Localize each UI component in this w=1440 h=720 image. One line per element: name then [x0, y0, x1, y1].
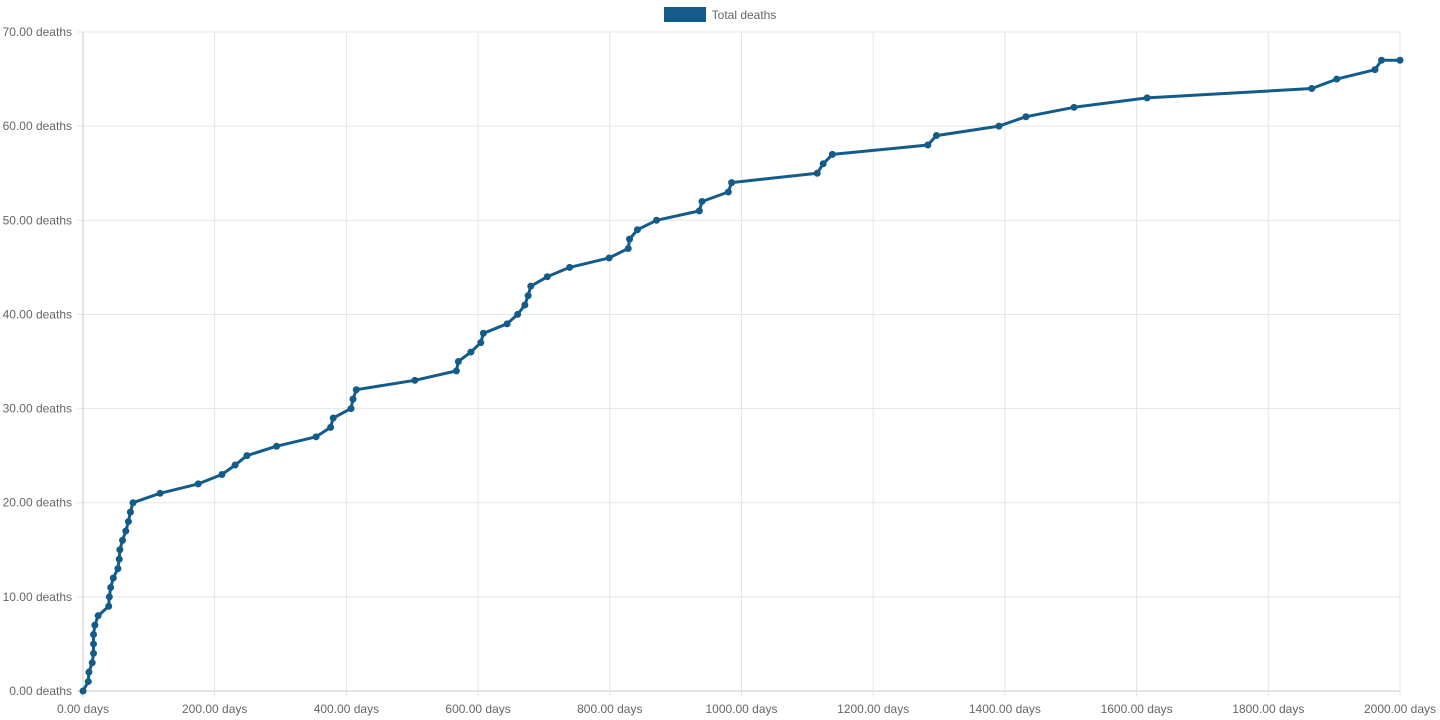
x-tick-label: 1000.00 days	[705, 702, 777, 716]
data-point	[1070, 103, 1078, 111]
data-point	[1333, 75, 1341, 83]
x-tick-label: 0.00 days	[57, 702, 109, 716]
x-tick-label: 200.00 days	[182, 702, 247, 716]
data-point	[1308, 84, 1316, 92]
data-point	[91, 621, 99, 629]
legend-swatch	[663, 7, 706, 22]
data-point	[273, 442, 281, 450]
x-tick-label: 800.00 days	[577, 702, 642, 716]
data-point	[728, 179, 736, 187]
data-point	[194, 480, 202, 488]
data-point	[90, 640, 98, 648]
data-point	[218, 470, 226, 478]
data-point	[312, 433, 320, 441]
data-point	[543, 273, 551, 281]
data-point	[932, 132, 940, 140]
y-tick-label: 40.00 deaths	[3, 307, 72, 321]
x-tick-label: 1200.00 days	[837, 702, 909, 716]
x-tick-label: 1800.00 days	[1232, 702, 1304, 716]
legend[interactable]: Total deaths	[0, 7, 1440, 22]
data-point	[1022, 113, 1030, 121]
data-point	[122, 527, 130, 535]
x-tick-label: 600.00 days	[445, 702, 510, 716]
data-point	[115, 555, 123, 563]
data-point	[90, 649, 98, 657]
data-point	[156, 489, 164, 497]
data-point	[79, 687, 87, 695]
data-point	[105, 593, 113, 601]
data-point	[527, 282, 535, 290]
y-tick-label: 20.00 deaths	[3, 496, 72, 510]
data-point	[84, 678, 92, 686]
data-point	[452, 367, 460, 375]
data-point	[124, 518, 132, 526]
data-point	[105, 602, 113, 610]
data-point	[114, 565, 122, 573]
data-point	[454, 358, 462, 365]
data-point	[352, 386, 360, 394]
x-tick-label: 400.00 days	[314, 702, 379, 716]
data-point	[327, 423, 335, 431]
x-tick-label: 2000.00 days	[1364, 702, 1436, 716]
data-point	[349, 395, 357, 403]
data-point	[107, 583, 115, 591]
data-point	[467, 348, 475, 356]
data-point	[129, 499, 137, 507]
data-point	[1378, 56, 1386, 64]
data-point	[819, 160, 827, 168]
data-point	[695, 207, 703, 215]
y-tick-label: 10.00 deaths	[3, 590, 72, 604]
data-point	[813, 169, 821, 177]
data-point	[605, 254, 613, 262]
data-point	[1371, 66, 1379, 74]
data-point	[411, 376, 419, 384]
data-point	[347, 405, 355, 413]
data-point	[1396, 56, 1404, 64]
x-tick-label: 1400.00 days	[969, 702, 1041, 716]
data-point	[521, 301, 529, 309]
data-point	[109, 574, 117, 582]
data-point	[698, 197, 706, 205]
data-point	[119, 536, 127, 544]
data-point	[85, 668, 93, 676]
data-point	[524, 292, 532, 300]
data-point	[90, 631, 98, 639]
data-point	[724, 188, 732, 196]
data-point	[995, 122, 1003, 130]
data-point	[329, 414, 337, 422]
y-tick-label: 0.00 deaths	[9, 684, 72, 698]
data-point	[626, 235, 634, 243]
data-point	[231, 461, 239, 469]
data-point	[243, 452, 251, 460]
y-tick-label: 50.00 deaths	[3, 213, 72, 227]
y-tick-label: 60.00 deaths	[3, 119, 72, 133]
legend-label: Total deaths	[711, 7, 777, 22]
y-tick-label: 70.00 deaths	[3, 25, 72, 39]
data-point	[126, 508, 134, 516]
data-point	[566, 263, 574, 271]
data-point	[624, 245, 632, 253]
data-point	[116, 546, 124, 554]
x-tick-label: 1600.00 days	[1101, 702, 1173, 716]
data-point	[477, 339, 485, 347]
data-point	[828, 150, 836, 158]
data-point	[94, 612, 102, 620]
data-point	[924, 141, 932, 149]
data-point	[88, 659, 96, 667]
y-tick-label: 30.00 deaths	[3, 402, 72, 416]
data-point	[503, 320, 511, 328]
data-point	[514, 310, 522, 318]
data-point	[1143, 94, 1151, 102]
data-point	[633, 226, 641, 234]
data-point	[479, 329, 487, 337]
data-point	[653, 216, 661, 224]
